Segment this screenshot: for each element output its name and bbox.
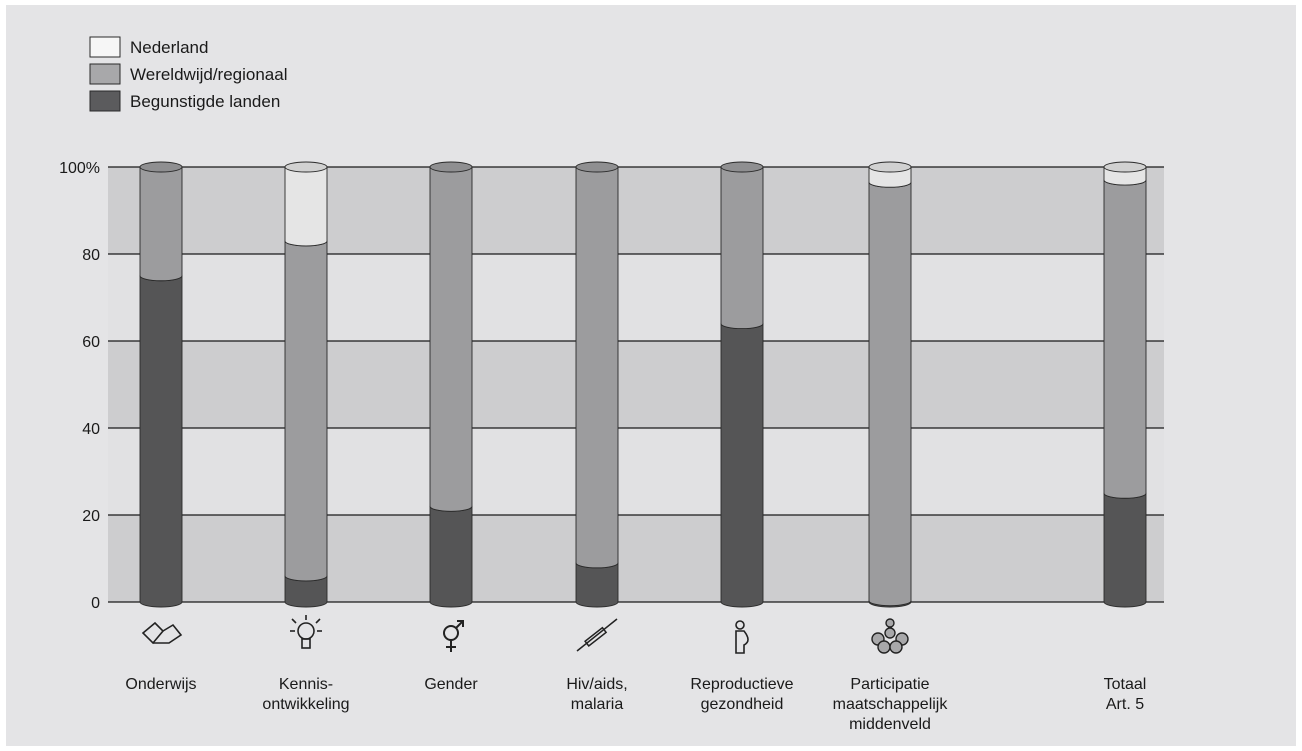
bar-segment (720, 323, 764, 608)
bar-stack (1103, 161, 1147, 608)
category-label: Participatie maatschappelijk middenveld (833, 676, 949, 733)
bar-segment (139, 166, 183, 282)
band (108, 428, 1164, 515)
y-tick-label: 20 (82, 508, 100, 525)
legend-label: Begunstigde landen (130, 92, 280, 111)
y-tick-label: 80 (82, 247, 100, 264)
category-label: Gender (424, 676, 478, 693)
legend: Nederland Wereldwijd/regionaal Begunstigde… (89, 36, 288, 112)
group-icon (871, 618, 909, 654)
bar-segment (575, 562, 619, 608)
category-label: Totaal Art. 5 (1104, 676, 1147, 713)
category-label: Reproductieve gezondheid (690, 676, 793, 713)
category-label: Onderwijs (125, 676, 196, 693)
bar-stack (575, 161, 619, 608)
bars (139, 161, 1147, 608)
bar-segment (284, 575, 328, 608)
y-tick-label: 100% (59, 160, 100, 177)
lightbulb-icon (290, 615, 322, 649)
background-bands (108, 167, 1164, 602)
category-label: Kennis-ontwikkeling (262, 676, 349, 713)
bar-cap (284, 161, 328, 173)
bar-segment (575, 166, 619, 569)
y-tick-label: 0 (91, 595, 100, 612)
y-tick-label: 60 (82, 334, 100, 351)
legend-label: Nederland (130, 38, 208, 57)
bar-stack (139, 161, 183, 608)
bar-segment (868, 181, 912, 607)
bar-cap (1103, 161, 1147, 173)
bar-segment (139, 275, 183, 608)
bar-segment (1103, 179, 1147, 499)
legend-swatch (89, 90, 121, 112)
category-label: Hiv/aids, malaria (566, 676, 627, 713)
bar-cap (720, 161, 764, 173)
band (108, 167, 1164, 254)
category-icons (141, 615, 909, 654)
bar-segment (720, 166, 764, 330)
bar-segment (284, 240, 328, 582)
chart-panel: 0 20 40 60 80 100% Onderwijs Kennis-ontwikkelin… (6, 5, 1296, 746)
bar-stack (284, 161, 328, 608)
bar-cap (575, 161, 619, 173)
gender-icon (443, 620, 464, 652)
bar-segment (429, 166, 473, 512)
y-axis: 0 20 40 60 80 100% (59, 160, 1164, 612)
bar-cap (139, 161, 183, 173)
bar-stack (429, 161, 473, 608)
bar-stack (868, 161, 912, 608)
band (108, 515, 1164, 602)
bar-cap (429, 161, 473, 173)
bar-stack (720, 161, 764, 608)
syringe-icon (576, 618, 618, 652)
legend-swatch (89, 63, 121, 85)
y-tick-label: 40 (82, 421, 100, 438)
bar-segment (429, 505, 473, 608)
band (108, 254, 1164, 341)
x-axis-labels: Onderwijs Kennis-ontwikkeling Gender Hiv/ai… (125, 676, 1146, 733)
pregnancy-icon (735, 620, 749, 654)
legend-swatch (89, 36, 121, 58)
bar-cap (868, 161, 912, 173)
bar-segment (1103, 492, 1147, 608)
book-icon (141, 621, 183, 645)
stacked-bar-chart: 0 20 40 60 80 100% Onderwijs Kennis-ontwikkelin… (59, 36, 1164, 733)
legend-label: Wereldwijd/regionaal (130, 65, 288, 84)
bar-segment (284, 166, 328, 247)
band (108, 341, 1164, 428)
bar-segment (868, 166, 912, 188)
